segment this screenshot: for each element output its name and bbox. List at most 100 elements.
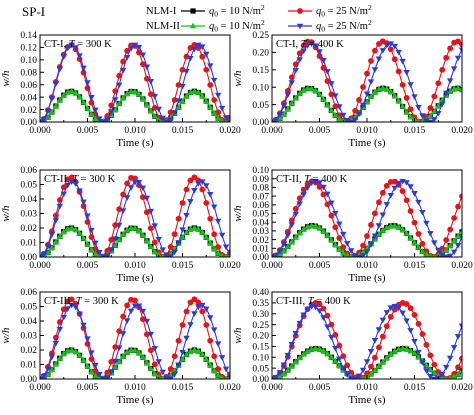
data-point [312,345,319,351]
data-point [328,91,335,98]
data-point [280,362,288,369]
data-point [143,318,151,325]
data-point [183,308,190,315]
data-point [139,185,147,192]
x-tick-label: 0.005 [77,261,99,271]
series-4 [272,303,462,379]
series-4 [272,179,462,257]
data-point [284,352,292,359]
data-point [214,114,222,121]
data-point [336,115,343,122]
y-axis-label: w/h [232,70,244,86]
data-point [183,351,190,357]
y-tick-label: 0.07 [252,192,269,202]
data-point [203,356,210,362]
x-tick-label: 0.005 [309,383,331,393]
data-point [324,324,331,331]
data-point [207,192,214,198]
data-point [332,358,339,364]
data-point [115,82,123,89]
y-tick-label: 0.05 [252,364,269,374]
data-point [115,222,123,229]
data-point [195,181,202,187]
data-point [455,203,461,210]
x-tick-label: 0.000 [29,126,51,136]
data-point [387,305,394,311]
data-point [179,83,186,90]
data-point [52,360,60,367]
data-point [187,45,194,51]
data-point [375,199,382,206]
panel-title: CT-I, T = 400 K [276,39,344,50]
data-point [195,225,202,232]
data-point [207,337,214,344]
y-tick-label: 0.08 [20,68,37,78]
data-point [431,117,438,122]
data-point [214,92,222,99]
data-point [423,220,430,227]
data-point [371,67,379,73]
data-point [72,45,79,51]
data-point [403,230,410,236]
data-point [288,80,295,86]
legend-label: q0 = 10 N/m2 [209,18,265,34]
data-point [92,240,99,247]
data-point [407,328,414,334]
data-point [191,224,198,231]
data-point [143,209,150,216]
data-point [458,323,462,330]
data-point [211,97,218,103]
data-point [115,236,123,242]
data-point [435,247,442,254]
x-tick-label: 0.010 [124,261,146,271]
data-point [391,222,398,229]
data-point [403,70,410,76]
data-point [147,208,155,215]
data-point [324,78,331,84]
data-point [336,245,343,252]
data-point [419,210,426,216]
data-point [183,335,190,342]
data-point [340,244,347,251]
data-point [199,308,206,315]
data-point [328,353,335,360]
data-point [284,92,292,99]
legend-entry: q0 = 25 N/m2 [288,3,372,19]
y-tick-label: 0.08 [252,184,269,194]
series-group [272,178,462,257]
series-2 [272,299,462,379]
data-point [100,376,107,379]
data-point [132,297,138,304]
data-point [60,228,67,234]
data-point [40,373,48,379]
data-point [108,247,115,253]
x-tick-label: 0.015 [404,261,426,271]
data-point [171,249,178,256]
data-point [127,185,135,191]
data-point [139,95,147,102]
data-point [203,200,210,206]
data-point [359,248,367,255]
data-point [454,84,462,91]
x-tick-label: 0.010 [356,126,378,136]
data-point [56,203,63,210]
data-point [284,366,292,373]
data-point [210,367,218,374]
data-point [151,361,158,368]
data-point [68,179,75,185]
data-point [344,252,350,257]
data-point [219,117,225,122]
data-point [359,253,367,257]
data-point [56,66,63,73]
data-point [371,338,379,344]
legend-entry: q0 = 25 N/m2 [288,18,372,34]
data-point [387,41,394,48]
data-point [367,349,375,355]
panel-title: CT-III, T = 300 K [44,296,119,307]
data-point [191,346,198,353]
data-point [363,249,371,255]
x-tick-label: 0.005 [77,126,99,136]
legend-entry: q0 = 10 N/m2 [181,3,265,19]
data-point [427,366,434,372]
x-tick-label: 0.005 [309,261,331,271]
